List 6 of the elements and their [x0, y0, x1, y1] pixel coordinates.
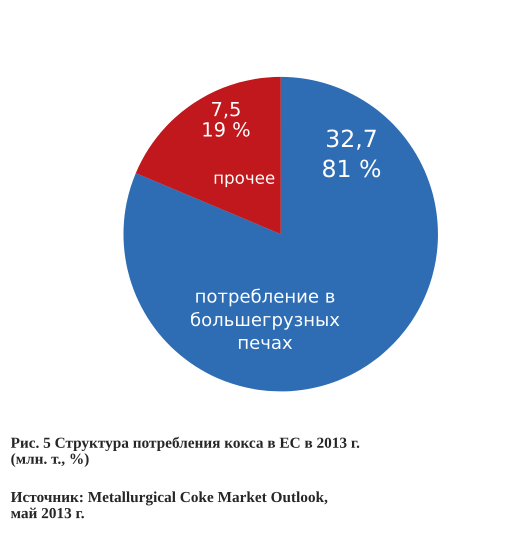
- text: Источник: Metallurgical Coke Market Outlook, май 2013 г.: [10, 491, 328, 518]
- slice-label: прочее: [214, 174, 274, 188]
- data-label: 7,5 19 %: [203, 102, 250, 137]
- slice-label: потребление в большегрузных печах: [191, 288, 340, 350]
- text: Рис. 5 Структура потребления кокса в ЕС в 2013 г. (млн. т., %): [10, 436, 360, 468]
- data-label: 32,7 81 %: [323, 129, 380, 178]
